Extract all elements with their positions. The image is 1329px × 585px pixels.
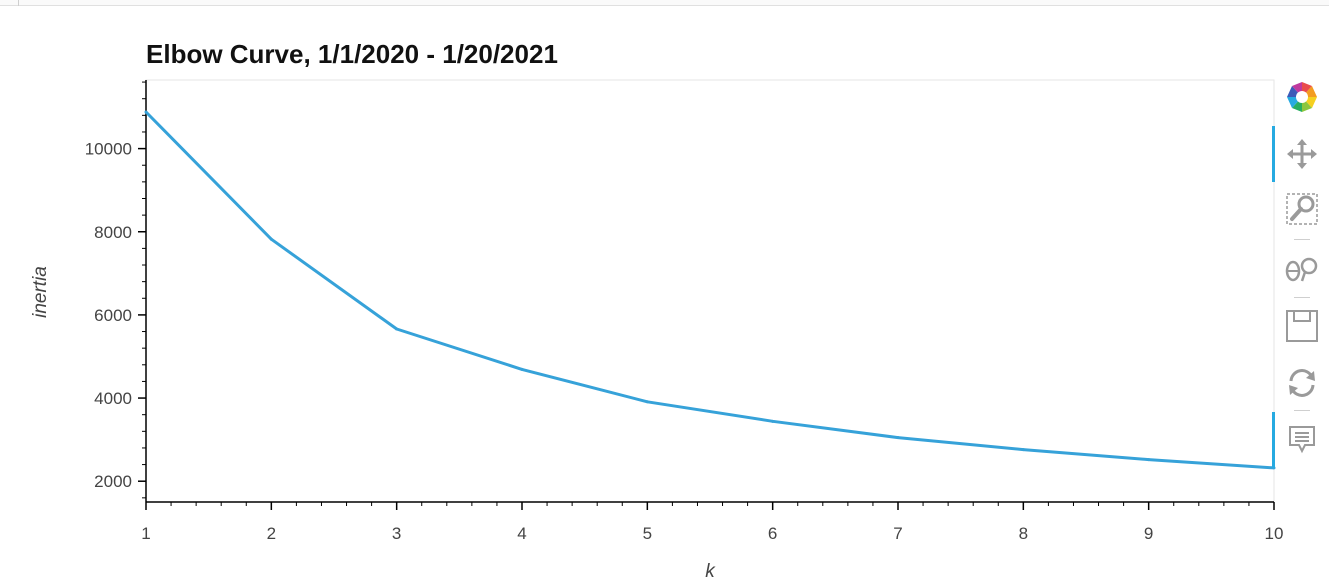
- x-tick-label: 4: [517, 524, 526, 543]
- y-tick-label: 8000: [94, 223, 132, 242]
- pan-icon[interactable]: [1284, 136, 1320, 172]
- series-line: [144, 110, 1275, 470]
- data-point: [896, 436, 900, 440]
- hover-active-indicator: [1272, 412, 1275, 468]
- data-point: [1021, 448, 1025, 452]
- bokeh-logo-icon[interactable]: [1284, 79, 1320, 115]
- data-point: [269, 237, 273, 241]
- toolbar-separator: [1294, 410, 1310, 411]
- plot-toolbar: [1272, 76, 1329, 468]
- data-point: [395, 327, 399, 331]
- series-layer: [144, 110, 1276, 470]
- data-point: [520, 367, 524, 371]
- y-tick-label: 4000: [94, 389, 132, 408]
- x-tick-label: 5: [643, 524, 652, 543]
- x-axis: 1 2 3 4 5 6 7 8 9 10: [141, 501, 1284, 543]
- reset-icon[interactable]: [1284, 365, 1320, 401]
- data-point: [144, 110, 148, 114]
- x-tick-label: 1: [141, 524, 150, 543]
- x-tick-label: 6: [768, 524, 777, 543]
- x-tick-label: 8: [1019, 524, 1028, 543]
- data-point: [1147, 458, 1151, 462]
- toolbar-separator: [1294, 297, 1310, 298]
- toolbar-separator: [1294, 239, 1310, 240]
- x-tick-label: 3: [392, 524, 401, 543]
- save-icon[interactable]: [1284, 308, 1320, 344]
- chart-title: Elbow Curve, 1/1/2020 - 1/20/2021: [146, 39, 558, 69]
- wheel-zoom-icon[interactable]: [1284, 251, 1320, 287]
- top-border-tick: [18, 0, 19, 6]
- y-tick-label: 6000: [94, 306, 132, 325]
- x-axis-label: k: [705, 561, 716, 582]
- hover-icon[interactable]: [1284, 422, 1320, 458]
- data-point: [771, 419, 775, 423]
- y-axis: 2000 4000 6000 8000 10000: [85, 80, 147, 502]
- x-tick-label: 10: [1265, 524, 1284, 543]
- x-tick-label: 9: [1144, 524, 1153, 543]
- y-axis-label: inertia: [30, 266, 51, 318]
- y-tick-label: 10000: [85, 140, 132, 159]
- x-tick-label: 7: [893, 524, 902, 543]
- top-border: [0, 0, 1329, 6]
- data-point: [645, 400, 649, 404]
- box-zoom-icon[interactable]: [1284, 191, 1320, 227]
- y-tick-label: 2000: [94, 472, 132, 491]
- pan-active-indicator: [1272, 126, 1275, 182]
- x-tick-label: 2: [267, 524, 276, 543]
- plot-frame: [145, 79, 1275, 503]
